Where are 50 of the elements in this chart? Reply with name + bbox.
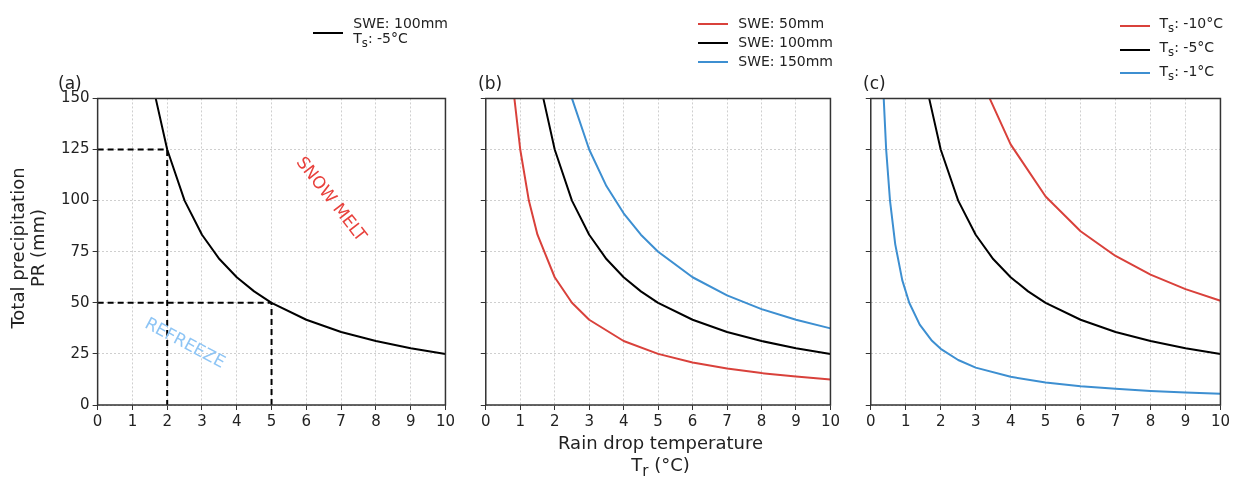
x-tick-label: 0 [481,411,491,430]
y-tick-label: 125 [60,139,90,158]
x-tick-label: 7 [336,411,346,430]
x-tick-label: 1 [127,411,138,430]
chart-title: (b) [478,72,503,93]
legend-label: T$_{s}$: -10°C [1159,15,1223,36]
x-tick-label: 2 [162,411,172,430]
x-tick-label: 9 [791,411,801,430]
y-tick-label: 100 [60,190,90,209]
x-tick-label: 7 [1110,411,1121,430]
x-tick-label: 4 [618,411,629,430]
x-tick-label: 10 [435,411,455,430]
chart-title: (c) [863,72,886,93]
x-tick-label: 3 [970,411,981,430]
x-tick-label: 4 [231,411,242,430]
x-tick-label: 2 [935,411,946,430]
x-axis-title: Rain drop temperature T$_{r}$ (°C) [557,432,764,482]
x-tick-label: 8 [371,411,381,430]
x-tick-label: 6 [301,411,312,430]
y-tick-label: 25 [70,343,90,362]
y-tick-label: 75 [70,241,90,260]
x-tick-label: 1 [515,411,526,430]
x-tick-label: 10 [820,411,840,430]
x-tick-label: 9 [1180,411,1191,430]
x-tick-label: 4 [1005,411,1016,430]
x-tick-label: 6 [687,411,698,430]
x-tick-label: 2 [549,411,560,430]
legend-label: SWE: 100mm [738,34,833,50]
x-tick-label: 8 [1145,411,1156,430]
x-tick-label: 3 [584,411,594,430]
legend-label: T$_{s}$: -5°C [1159,38,1215,60]
legend-label: SWE: 100mm T$_{s}$: -5°C [353,15,448,51]
x-tick-label: 5 [653,411,663,430]
x-tick-label: 7 [722,411,732,430]
x-tick-label: 8 [756,411,767,430]
legend-label: SWE: 50mm [738,15,825,31]
x-tick-label: 1 [900,411,911,430]
y-axis-title: Total precipitation PR (mm) [7,166,48,331]
x-tick-label: 9 [405,411,416,430]
y-tick-label: 0 [80,394,90,413]
x-tick-label: 5 [1040,411,1051,430]
legend-label: T$_{s}$: -1°C [1159,62,1215,84]
x-tick-label: 5 [266,411,277,430]
x-tick-label: 6 [1075,411,1086,430]
x-tick-label: 0 [92,411,103,430]
legend-label: SWE: 150mm [738,53,833,69]
y-tick-label: 50 [70,292,90,311]
x-tick-label: 3 [197,411,207,430]
x-tick-label: 0 [866,411,876,430]
x-tick-label: 10 [1210,411,1230,430]
